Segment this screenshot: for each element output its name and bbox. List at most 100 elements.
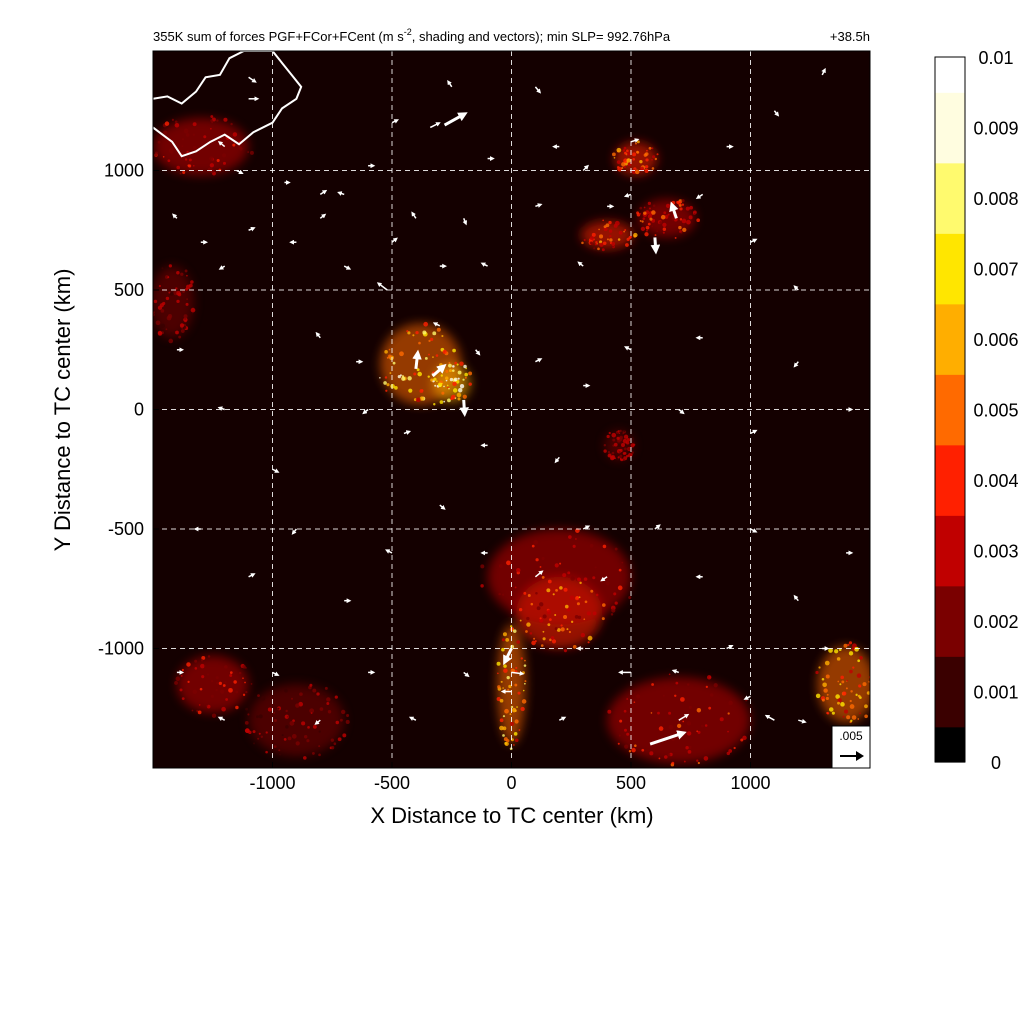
heatmap-speckle (518, 607, 523, 612)
heatmap-speckle (563, 614, 568, 619)
heatmap-speckle (647, 222, 651, 226)
colorbar-cell (935, 106, 965, 114)
colorbar-cell (935, 324, 965, 333)
heatmap-speckle (547, 623, 551, 627)
force-vector (650, 237, 661, 255)
force-vector (236, 169, 244, 174)
heatmap-speckle (516, 640, 521, 644)
colorbar-cell (935, 740, 965, 749)
heatmap-speckle (430, 337, 434, 341)
heatmap-speckle (587, 641, 590, 644)
heatmap-speckle (593, 247, 596, 250)
colorbar-cell (935, 176, 965, 185)
heatmap-speckle (626, 454, 629, 458)
heatmap-speckle (340, 709, 346, 715)
heatmap-speckle (526, 622, 531, 627)
heatmap-speckle (327, 710, 332, 714)
force-vector (272, 468, 280, 473)
heatmap-speckle (742, 735, 747, 741)
heatmap-speckle (658, 726, 664, 731)
heatmap-speckle (169, 292, 174, 296)
heatmap-speckle (822, 682, 827, 688)
heatmap-speckle (815, 670, 819, 675)
heatmap-speckle (312, 688, 317, 693)
heatmap-speckle (589, 236, 595, 241)
heatmap-speckle (821, 677, 825, 681)
colorbar-cell (935, 339, 965, 347)
heatmap-speckle (539, 617, 542, 620)
heatmap-speckle (324, 686, 328, 690)
heatmap-speckle (617, 238, 621, 241)
heatmap-speckle (550, 636, 555, 640)
heatmap-speckle (413, 372, 417, 376)
heatmap-speckle (624, 151, 627, 154)
heatmap-speckle (167, 276, 170, 279)
heatmap-speckle (257, 737, 260, 740)
heatmap-speckle (590, 589, 594, 593)
chart-title-main: 355K sum of forces PGF+FCor+FCent (m s (153, 29, 404, 44)
heatmap-speckle (866, 691, 870, 695)
heatmap-speckle (632, 157, 636, 161)
heatmap-speckle (658, 757, 661, 760)
texture-layer (153, 115, 870, 767)
heatmap-speckle (524, 680, 527, 683)
heatmap-speckle (656, 230, 658, 232)
heatmap-speckle (464, 372, 468, 377)
heatmap-speckle (541, 556, 545, 561)
force-vector (248, 76, 257, 83)
y-tick-label: -500 (108, 519, 144, 539)
force-vector (218, 265, 226, 270)
colorbar-cell (935, 205, 965, 213)
heatmap-speckle (187, 164, 190, 167)
heatmap-speckle (186, 150, 189, 154)
colorbar-cell (935, 416, 965, 425)
heatmap-speckle (563, 587, 568, 592)
heatmap-speckle (448, 387, 450, 390)
heatmap-speckle (628, 750, 632, 753)
heatmap-speckle (513, 732, 518, 736)
heatmap-speckle (168, 338, 174, 344)
heatmap-speckle (452, 388, 458, 393)
heatmap-speckle (594, 566, 597, 569)
force-vector (408, 716, 417, 721)
heatmap-speckle (843, 643, 848, 648)
force-vector (798, 718, 807, 724)
force-vector (503, 647, 513, 666)
colorbar-cell (935, 261, 965, 270)
heatmap-speckle (514, 586, 517, 589)
heatmap-speckle (318, 753, 321, 757)
heatmap-speckle (840, 675, 844, 680)
heatmap-speckle (526, 616, 530, 621)
heatmap-speckle (218, 681, 222, 685)
heatmap-speckle (546, 588, 551, 593)
heatmap-speckle (160, 309, 165, 313)
heatmap-speckle (688, 705, 692, 710)
colorbar-cell (935, 303, 965, 312)
heatmap-speckle (686, 731, 692, 736)
heatmap-speckle (671, 217, 675, 221)
heatmap-speckle (260, 735, 264, 738)
heatmap-speckle (408, 388, 413, 393)
heatmap-speckle (196, 709, 199, 713)
heatmap-speckle (171, 118, 175, 122)
heatmap-speckle (834, 649, 839, 654)
force-vector (793, 285, 799, 291)
colorbar-cell (935, 78, 965, 86)
colorbar-cell (935, 494, 965, 502)
colorbar-cell (935, 141, 965, 150)
heatmap-speckle (157, 330, 162, 335)
heatmap-speckle (445, 369, 449, 373)
heatmap-speckle (432, 331, 437, 336)
heatmap-speckle (839, 683, 842, 686)
heatmap-speckle (608, 431, 611, 435)
heatmap-speckle (233, 680, 237, 684)
colorbar-cell (935, 212, 965, 220)
heatmap-speckle (570, 576, 575, 581)
heatmap-speckle (167, 159, 171, 163)
heatmap-speckle (685, 746, 689, 750)
heatmap-speckle (636, 140, 640, 144)
heatmap-speckle (641, 220, 644, 223)
heatmap-speckle (849, 699, 852, 703)
colorbar-cell (935, 754, 965, 763)
heatmap-speckle (407, 376, 412, 381)
